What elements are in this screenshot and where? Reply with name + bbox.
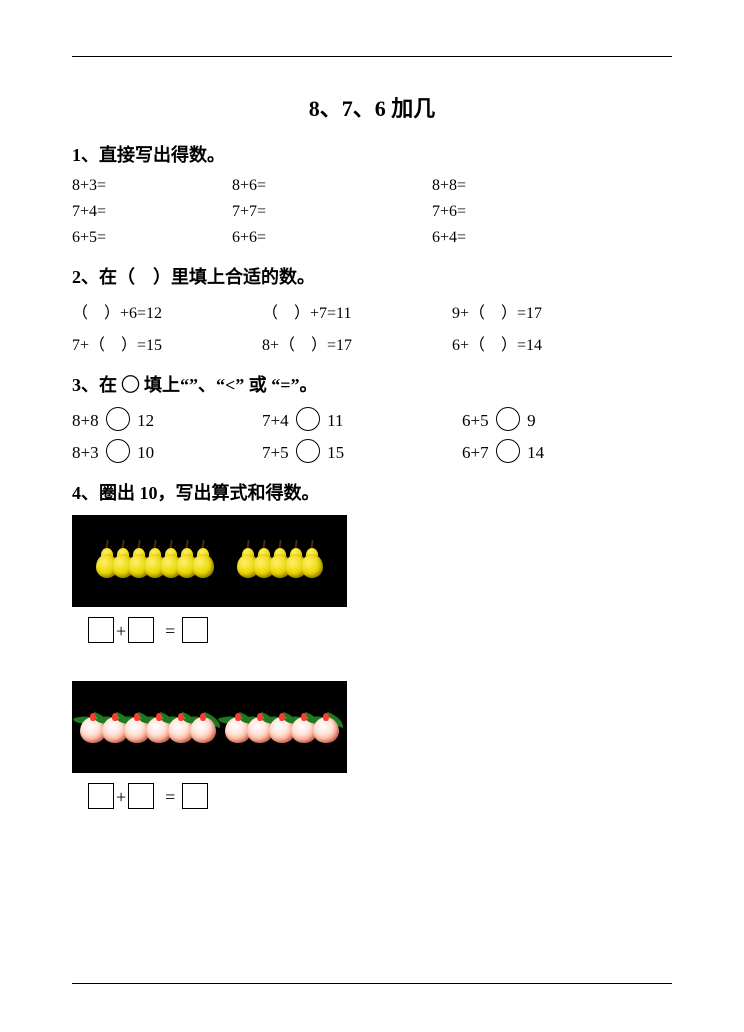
q3-left: 7+4 <box>262 411 289 430</box>
q2-cell: （ ）+7=11 <box>262 299 452 323</box>
q3-heading: 3、在 ◯ 填上“”、“<” 或 “=”。 <box>72 371 672 397</box>
q1-cell: 8+3= <box>72 177 232 195</box>
q1-cell: 7+7= <box>232 203 432 221</box>
q3-row: 8+3 10 7+5 15 6+7 14 <box>72 439 672 463</box>
q2-row: 7+（ ）=15 8+（ ）=17 6+（ ）=14 <box>72 331 672 355</box>
q3-left: 6+7 <box>462 443 489 462</box>
q3-cell: 8+8 12 <box>72 407 262 431</box>
q3-left: 7+5 <box>262 443 289 462</box>
q3-right: 10 <box>137 443 154 462</box>
q2-cell: 8+（ ）=17 <box>262 331 452 355</box>
compare-circle-icon <box>106 407 130 431</box>
peach-panel <box>72 681 347 773</box>
q1-cell: 7+6= <box>432 203 632 221</box>
q3-cell: 7+5 15 <box>262 439 462 463</box>
q1-heading: 1、直接写出得数。 <box>72 141 672 167</box>
blank-box-icon <box>128 783 154 809</box>
pear-panel <box>72 515 347 607</box>
compare-circle-icon <box>106 439 130 463</box>
fruit-cluster <box>237 544 323 578</box>
q2-cell: 9+（ ）=17 <box>452 299 652 323</box>
q3-right: 14 <box>527 443 544 462</box>
q1-cell: 6+5= <box>72 229 232 247</box>
page-title: 8、7、6 加几 <box>72 91 672 123</box>
pear-icon <box>192 544 214 578</box>
blank-box-icon <box>182 617 208 643</box>
q1-cell: 8+8= <box>432 177 632 195</box>
q3-cell: 6+7 14 <box>462 439 662 463</box>
q3-right: 9 <box>527 411 536 430</box>
blank-box-icon <box>88 783 114 809</box>
pear-icon <box>301 544 323 578</box>
q2-cell: 7+（ ）=15 <box>72 331 262 355</box>
q1-cell: 6+4= <box>432 229 632 247</box>
q2-heading: 2、在（ ）里填上合适的数。 <box>72 263 672 289</box>
blank-box-icon <box>88 617 114 643</box>
compare-circle-icon <box>296 407 320 431</box>
q3-right: 11 <box>327 411 343 430</box>
fruit-cluster <box>78 711 218 743</box>
blank-box-icon <box>182 783 208 809</box>
q3-left: 6+5 <box>462 411 489 430</box>
q3-right: 12 <box>137 411 154 430</box>
q1-cell: 6+6= <box>232 229 432 247</box>
q2-cell: 6+（ ）=14 <box>452 331 652 355</box>
q1-row: 6+5= 6+6= 6+4= <box>72 229 672 247</box>
q2-cell: （ ）+6=12 <box>72 299 262 323</box>
q1-row: 8+3= 8+6= 8+8= <box>72 177 672 195</box>
compare-circle-icon <box>496 439 520 463</box>
equation-blank: + = <box>86 783 672 809</box>
fruit-cluster <box>223 711 341 743</box>
q1-cell: 8+6= <box>232 177 432 195</box>
blank-box-icon <box>128 617 154 643</box>
peach-icon <box>311 711 341 743</box>
q3-cell: 7+4 11 <box>262 407 462 431</box>
top-rule <box>72 56 672 57</box>
peach-icon <box>188 711 218 743</box>
q3-left: 8+3 <box>72 443 99 462</box>
q3-row: 8+8 12 7+4 11 6+5 9 <box>72 407 672 431</box>
q1-cell: 7+4= <box>72 203 232 221</box>
q3-left: 8+8 <box>72 411 99 430</box>
q3-cell: 6+5 9 <box>462 407 662 431</box>
compare-circle-icon <box>496 407 520 431</box>
bottom-rule <box>72 983 672 984</box>
q4-heading: 4、圈出 10，写出算式和得数。 <box>72 479 672 505</box>
compare-circle-icon <box>296 439 320 463</box>
q3-right: 15 <box>327 443 344 462</box>
q1-row: 7+4= 7+7= 7+6= <box>72 203 672 221</box>
equation-blank: + = <box>86 617 672 643</box>
fruit-cluster <box>96 544 214 578</box>
q2-row: （ ）+6=12 （ ）+7=11 9+（ ）=17 <box>72 299 672 323</box>
q3-cell: 8+3 10 <box>72 439 262 463</box>
